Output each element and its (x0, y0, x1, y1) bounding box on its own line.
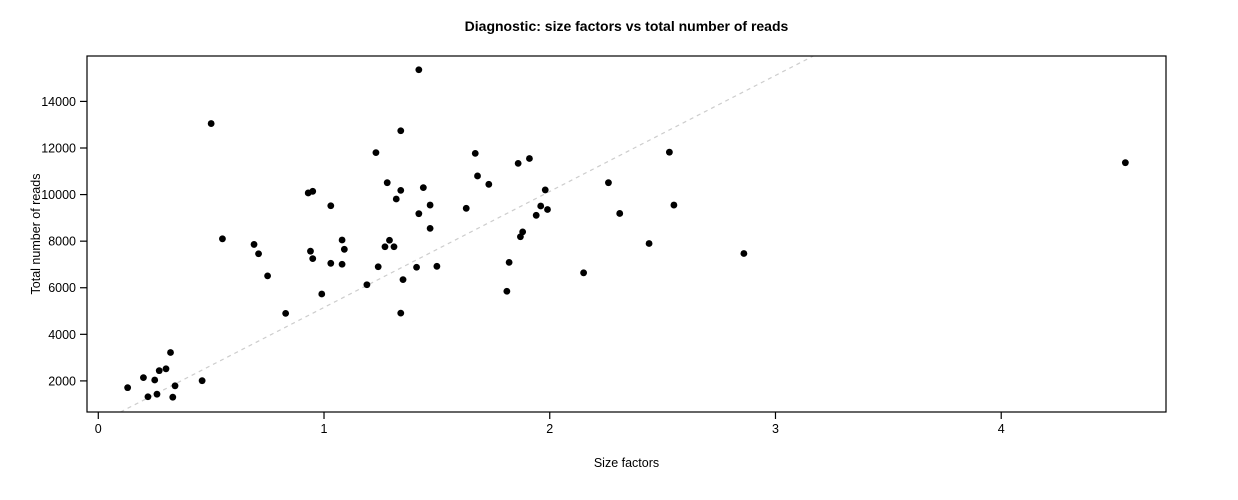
data-point (526, 155, 533, 162)
data-point (327, 259, 335, 267)
data-point (169, 393, 177, 401)
data-point (171, 382, 179, 390)
data-point (264, 272, 271, 280)
data-point (1121, 159, 1129, 167)
y-tick-label: 2000 (48, 374, 76, 388)
data-point (645, 240, 653, 247)
data-point (363, 281, 371, 289)
data-point (307, 247, 314, 255)
data-point (471, 149, 479, 157)
data-point (415, 210, 423, 218)
data-point (532, 211, 540, 219)
y-tick-label: 8000 (48, 235, 76, 249)
data-point (514, 159, 522, 167)
data-point (309, 255, 317, 263)
data-point (580, 269, 588, 277)
data-point (162, 365, 170, 373)
x-tick-label: 0 (95, 422, 102, 436)
data-point (338, 260, 346, 268)
data-point (207, 120, 215, 127)
data-point (537, 202, 545, 210)
plot-box (86, 55, 1167, 413)
data-point (198, 377, 206, 385)
data-point (485, 180, 493, 188)
data-point (740, 250, 748, 257)
chart-title: Diagnostic: size factors vs total number… (464, 18, 789, 34)
y-tick-label: 12000 (41, 141, 76, 155)
x-tick-label: 2 (546, 422, 553, 436)
data-point (433, 262, 441, 270)
data-point (124, 384, 132, 392)
y-tick-label: 14000 (41, 95, 76, 109)
data-point (390, 243, 398, 251)
y-tick-label: 10000 (41, 188, 76, 202)
y-tick-label: 6000 (48, 281, 76, 295)
data-point (474, 172, 481, 180)
data-point (544, 206, 551, 213)
data-point (255, 250, 262, 258)
data-point (386, 236, 393, 244)
data-point (392, 195, 400, 203)
data-point (415, 66, 423, 74)
reference-line (120, 55, 814, 413)
data-point (167, 349, 174, 356)
data-point (397, 309, 405, 317)
data-point (151, 376, 159, 384)
data-point (397, 127, 405, 135)
data-point (327, 202, 335, 210)
data-point (219, 235, 226, 243)
data-point (517, 233, 524, 241)
data-point (372, 149, 380, 157)
data-point (383, 179, 391, 187)
y-tick-label: 4000 (48, 328, 76, 342)
data-point (605, 179, 612, 187)
x-tick-label: 4 (998, 422, 1005, 436)
data-point (665, 148, 673, 156)
x-tick-label: 3 (772, 422, 779, 436)
x-tick-label: 1 (321, 422, 328, 436)
data-point (338, 236, 346, 244)
data-point (399, 276, 407, 283)
y-axis-title: Total number of reads (29, 173, 43, 295)
data-point (426, 201, 434, 209)
data-point (462, 204, 470, 212)
data-point (381, 243, 389, 251)
data-point (426, 224, 434, 232)
data-point (374, 263, 382, 271)
data-point (340, 245, 348, 253)
data-point (419, 184, 427, 191)
data-point (541, 186, 549, 194)
data-point (616, 210, 624, 217)
data-point (282, 309, 290, 317)
data-point (505, 258, 513, 266)
data-point (153, 390, 161, 398)
data-point (670, 201, 678, 209)
data-point (503, 287, 511, 295)
data-point (413, 263, 420, 271)
data-point (250, 241, 258, 248)
data-point (318, 290, 326, 298)
data-point (309, 187, 317, 195)
data-point (155, 367, 163, 375)
data-point (144, 393, 152, 401)
x-axis-title: Size factors (593, 456, 660, 470)
data-point (140, 374, 147, 382)
data-point (397, 186, 405, 194)
